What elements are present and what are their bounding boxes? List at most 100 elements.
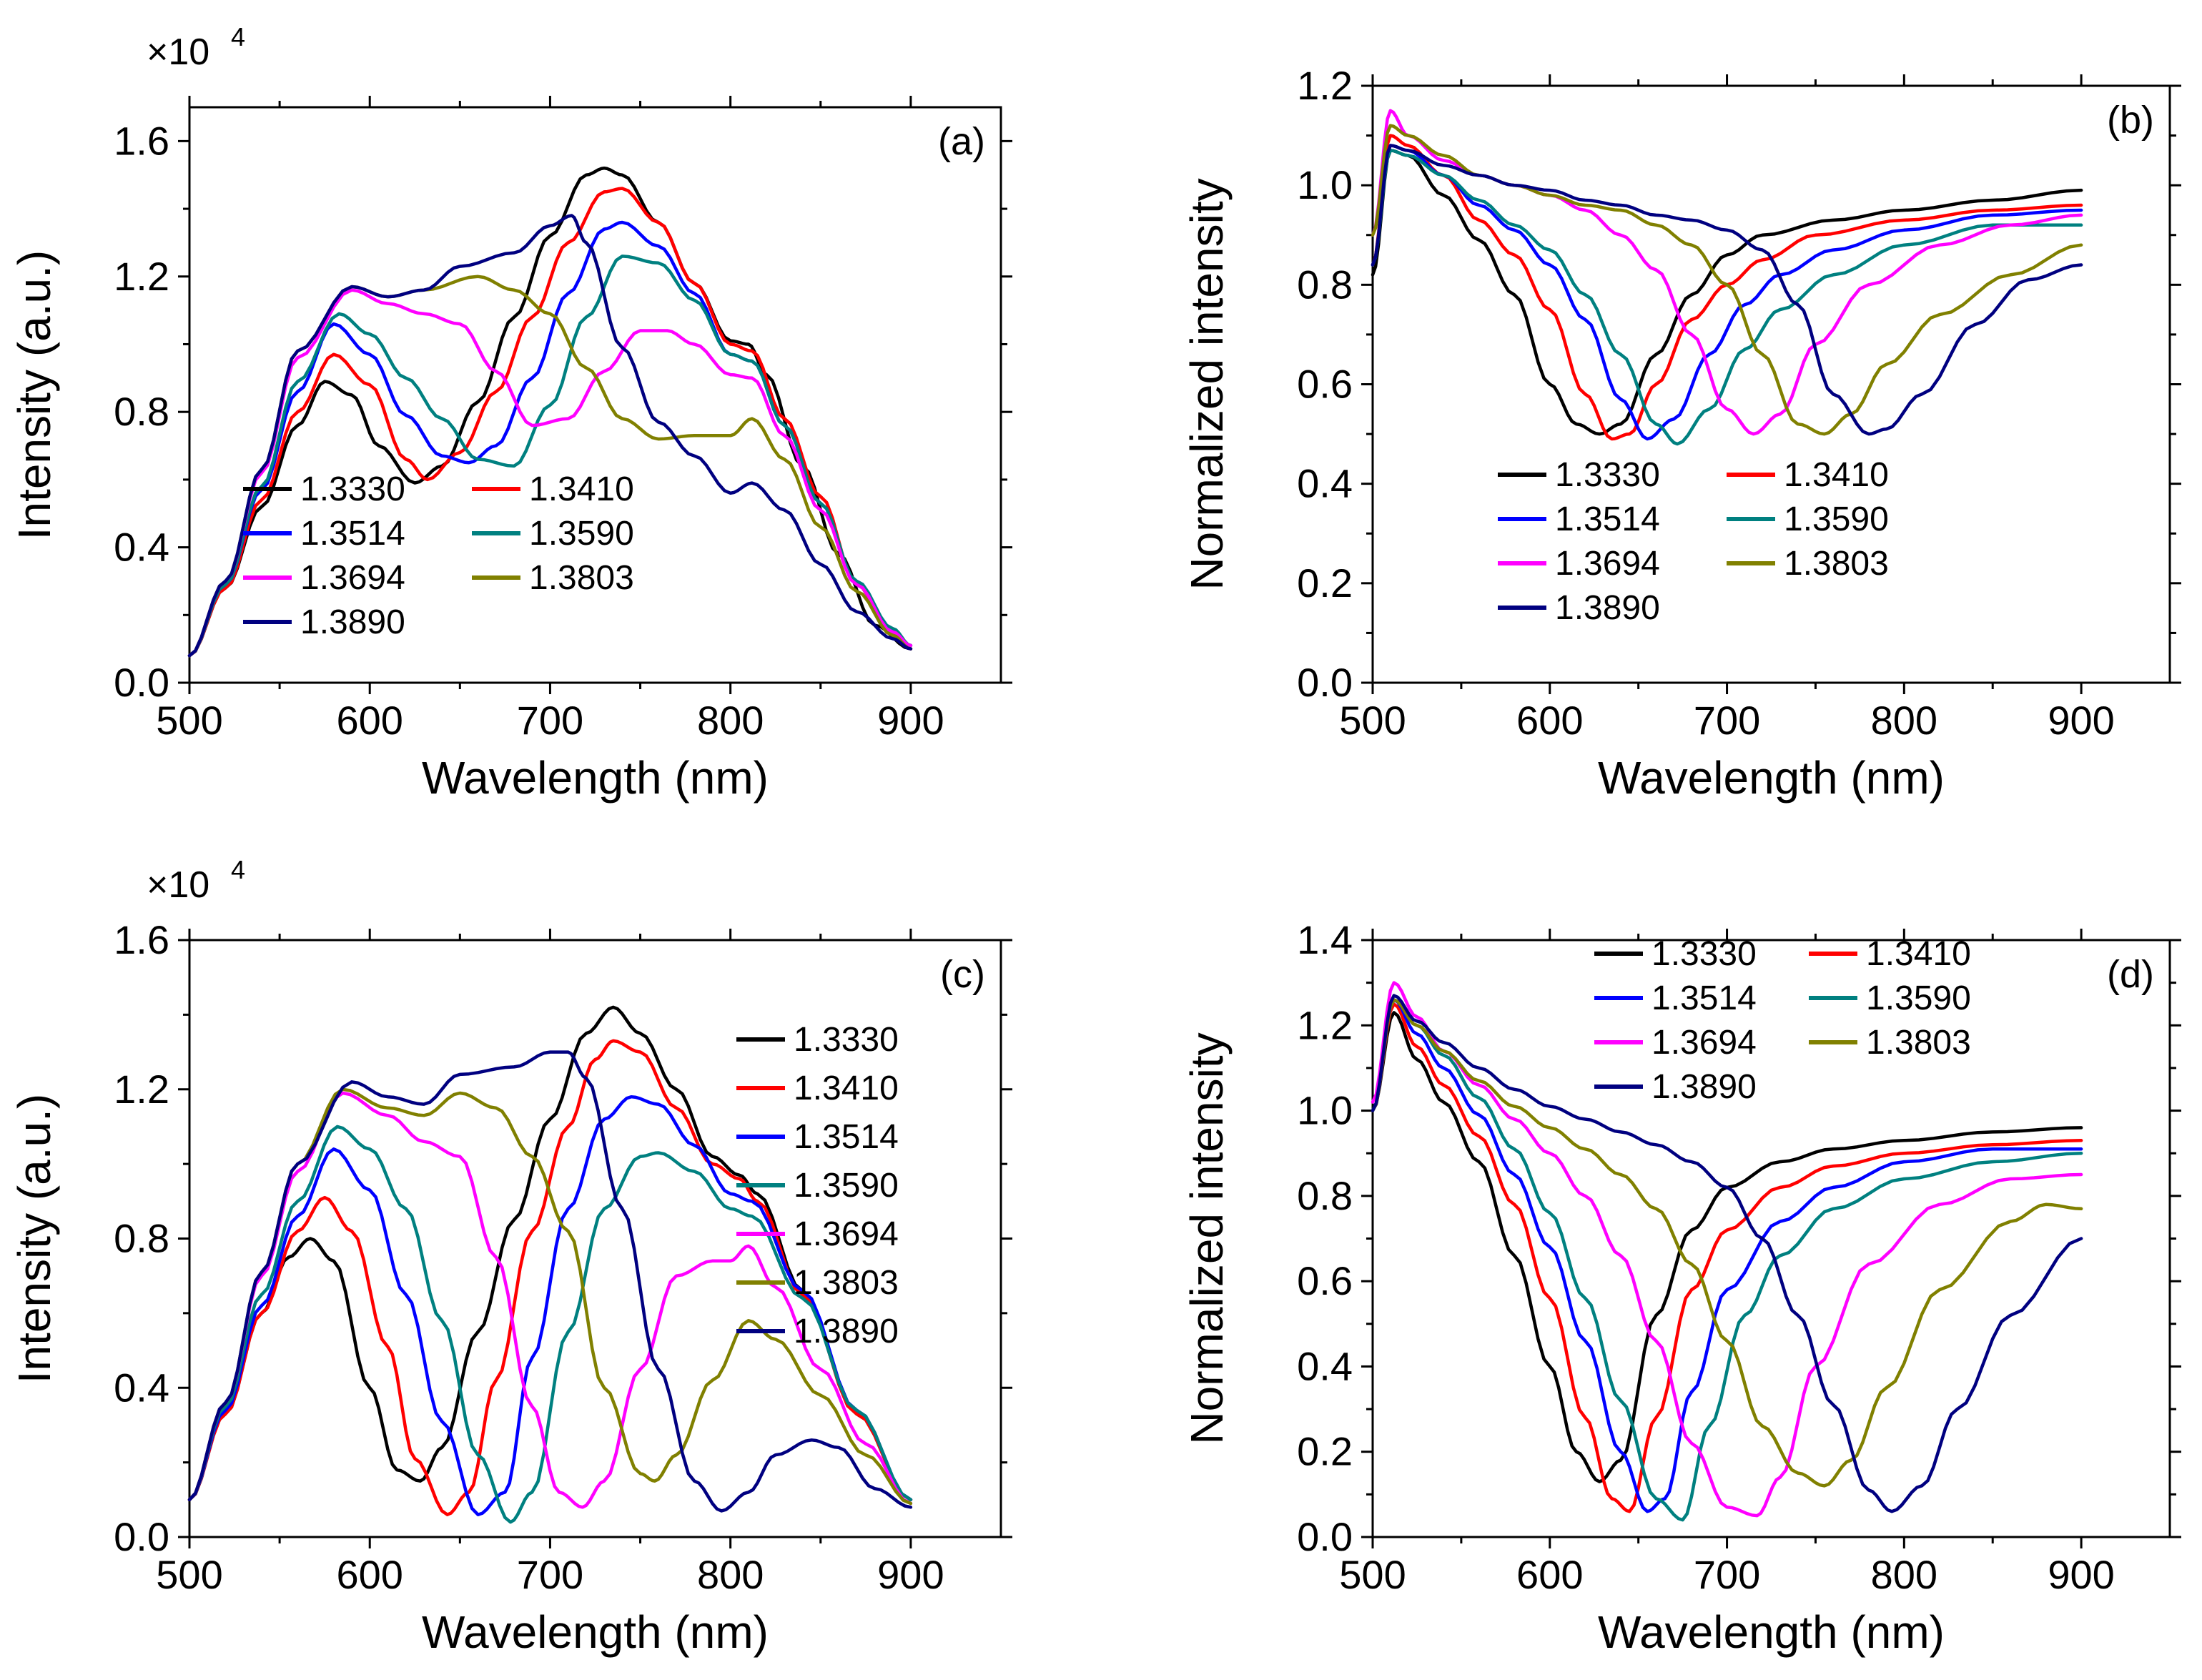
y-tick-label: 0.4 <box>114 525 169 570</box>
x-tick-label: 800 <box>697 1552 764 1597</box>
y-tick-label: 1.4 <box>1297 917 1353 962</box>
legend-label-1.3590: 1.3590 <box>1866 979 1971 1017</box>
legend-label-1.3890: 1.3890 <box>300 603 405 641</box>
x-tick-label: 600 <box>1516 698 1583 743</box>
y-axis-title: Normalized intensity <box>1181 178 1233 590</box>
series-line-1.3590 <box>187 255 913 658</box>
x-tick-label: 700 <box>517 698 583 743</box>
legend-label-1.3590: 1.3590 <box>1784 500 1889 538</box>
series-line-1.3330 <box>1371 1011 2083 1483</box>
chart-panel-b: 500 600 700 800 900 0.0 0.2 0.4 0.6 0.8 1.0 1.2 Wave… <box>1181 63 2181 804</box>
x-tick-label: 600 <box>1516 1552 1583 1597</box>
axis-multiplier-exponent: 4 <box>231 855 245 884</box>
legend-label-1.3590: 1.3590 <box>529 515 634 553</box>
axis-multiplier: ×10 <box>147 864 209 906</box>
x-tick-label: 600 <box>337 1552 403 1597</box>
legend-label-1.3803: 1.3803 <box>529 559 634 597</box>
series-line-1.3514 <box>1371 144 2083 441</box>
series-line-1.3514 <box>187 1095 913 1516</box>
axis-multiplier: ×10 <box>147 31 209 73</box>
plot-frame <box>1371 939 2171 1538</box>
x-tick-label: 800 <box>697 698 764 743</box>
series-line-1.3410 <box>1371 134 2083 441</box>
series-line-1.3694 <box>187 288 913 658</box>
x-axis-title: Wavelength (nm) <box>422 1606 769 1658</box>
plot-frame <box>1371 84 2171 684</box>
legend-label-1.3803: 1.3803 <box>794 1264 899 1302</box>
legend-label-1.3330: 1.3330 <box>794 1021 899 1059</box>
y-tick-label: 0.0 <box>1297 660 1353 705</box>
panel-label: (b) <box>2107 99 2154 142</box>
legend-label-1.3514: 1.3514 <box>1555 500 1660 538</box>
x-axis-title: Wavelength (nm) <box>422 752 769 804</box>
series-line-1.3803 <box>1371 998 2083 1488</box>
legend-label-1.3694: 1.3694 <box>1555 545 1660 583</box>
y-tick-label: 0.2 <box>1297 560 1353 606</box>
legend: 1.3330 1.3410 1.3514 1.3590 1.3694 1.3803 1.38… <box>736 1021 899 1350</box>
y-axis-title: Intensity (a.u.) <box>9 250 60 540</box>
series-line-1.3890 <box>1371 994 2083 1513</box>
x-axis-title: Wavelength (nm) <box>1598 752 1945 804</box>
x-tick-label: 500 <box>1339 698 1406 743</box>
y-tick-label: 0.8 <box>114 1216 169 1261</box>
y-tick-label: 1.2 <box>114 1067 169 1112</box>
plot-frame <box>188 106 1002 684</box>
x-tick-label: 800 <box>1871 1552 1937 1597</box>
legend: 1.3330 1.3410 1.3514 1.3590 1.3694 1.3803 1.38… <box>1594 935 1971 1106</box>
x-axis-title: Wavelength (nm) <box>1598 1606 1945 1658</box>
x-tick-label: 700 <box>1694 1552 1760 1597</box>
legend-label-1.3514: 1.3514 <box>300 515 405 553</box>
x-tick-label: 800 <box>1871 698 1937 743</box>
series-line-1.3514 <box>1371 998 2083 1513</box>
series-line-1.3590 <box>1371 149 2083 446</box>
legend-label-1.3514: 1.3514 <box>794 1118 899 1156</box>
y-tick-label: 0.0 <box>114 1514 169 1559</box>
legend-label-1.3410: 1.3410 <box>529 470 634 508</box>
panel-label: (a) <box>938 120 985 163</box>
y-axis-title: Normalized intensity <box>1181 1032 1233 1444</box>
y-tick-label: 1.0 <box>1297 162 1353 207</box>
y-tick-label: 0.8 <box>114 389 169 434</box>
series-line-1.3410 <box>187 187 913 658</box>
y-tick-label: 0.8 <box>1297 262 1353 307</box>
chart-panel-d: 500 600 700 800 900 0.0 0.2 0.4 0.6 0.8 1.0 1.2 1.4 W… <box>1181 917 2181 1658</box>
y-axis-title: Intensity (a.u.) <box>9 1094 60 1384</box>
legend-label-1.3890: 1.3890 <box>1555 589 1660 627</box>
series-line-1.3890 <box>187 214 913 658</box>
x-tick-label: 700 <box>517 1552 583 1597</box>
y-tick-label: 1.6 <box>114 118 169 163</box>
legend: 1.3330 1.3410 1.3514 1.3590 1.3694 1.3803 1.38… <box>243 470 634 641</box>
y-tick-label: 0.2 <box>1297 1429 1353 1474</box>
panel-label: (c) <box>940 953 985 996</box>
x-tick-label: 900 <box>877 698 944 743</box>
chart-panel-a: 500 600 700 800 900 0.0 0.4 0.8 1.2 1.6 Wavelength… <box>9 22 1012 804</box>
legend-label-1.3330: 1.3330 <box>1555 456 1660 494</box>
legend-label-1.3694: 1.3694 <box>300 559 405 597</box>
x-tick-label: 500 <box>156 1552 222 1597</box>
y-tick-label: 0.4 <box>114 1365 169 1410</box>
y-tick-label: 0.4 <box>1297 1343 1353 1388</box>
x-tick-label: 900 <box>2048 698 2114 743</box>
series-line-1.3410 <box>1371 1002 2083 1513</box>
series-line-1.3890 <box>1371 144 2083 436</box>
panel-label: (d) <box>2107 953 2154 996</box>
series-line-1.3590 <box>187 1125 913 1524</box>
y-tick-label: 0.6 <box>1297 1258 1353 1303</box>
y-tick-label: 0.0 <box>1297 1514 1353 1559</box>
series-line-1.3590 <box>1371 998 2083 1522</box>
legend-label-1.3590: 1.3590 <box>794 1167 899 1205</box>
y-tick-label: 0.6 <box>1297 362 1353 407</box>
y-tick-label: 1.0 <box>1297 1088 1353 1133</box>
y-tick-label: 0.0 <box>114 660 169 705</box>
y-tick-label: 1.2 <box>114 254 169 299</box>
legend-label-1.3410: 1.3410 <box>1866 935 1971 973</box>
y-tick-label: 0.8 <box>1297 1173 1353 1218</box>
x-tick-label: 900 <box>2048 1552 2114 1597</box>
axis-multiplier-exponent: 4 <box>231 22 245 51</box>
series-line-1.3694 <box>1371 109 2083 436</box>
series-line-1.3803 <box>1371 124 2083 436</box>
legend-label-1.3694: 1.3694 <box>794 1215 899 1253</box>
y-tick-label: 1.2 <box>1297 63 1353 108</box>
legend-label-1.3410: 1.3410 <box>1784 456 1889 494</box>
